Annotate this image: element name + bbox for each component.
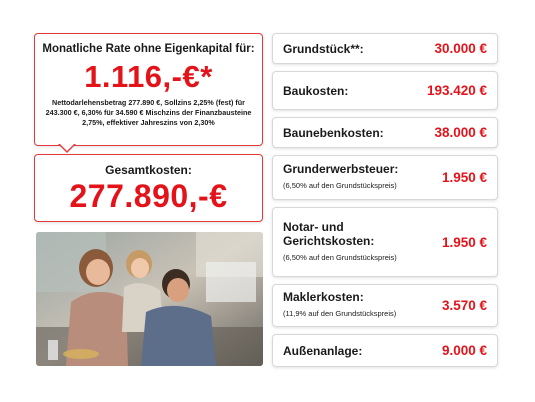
total-cost-title: Gesamtkosten: — [105, 163, 192, 177]
cost-value: 30.000 € — [434, 41, 487, 56]
cost-value: 38.000 € — [434, 125, 487, 140]
monthly-rate-amount: 1.116,-€* — [84, 59, 213, 94]
cost-label-group: Grunderwerbsteuer: (6,50% auf den Grunds… — [283, 162, 398, 193]
cost-value: 9.000 € — [441, 343, 487, 358]
cost-label: Baukosten: — [283, 83, 349, 98]
cost-row-baunebenkosten: Baunebenkosten: 38.000 € — [272, 117, 498, 148]
cost-value: 193.420 € — [426, 83, 487, 98]
cost-label: Notar- und Gerichtskosten: — [283, 219, 375, 248]
cost-value: 3.570 € — [441, 298, 487, 313]
cost-row-notar: Notar- und Gerichtskosten: (6,50% auf de… — [272, 207, 498, 277]
cost-label: Maklerkosten: — [283, 290, 364, 304]
family-photo — [36, 232, 263, 366]
cost-label: Außenanlage: — [283, 343, 363, 358]
cost-row-baukosten: Baukosten: 193.420 € — [272, 71, 498, 110]
family-photo-image — [36, 232, 263, 366]
cost-label-group: Maklerkosten: (11,9% auf den Grundstücks… — [283, 290, 396, 321]
total-cost-amount: 277.890,-€ — [69, 178, 228, 214]
cost-sublabel: (11,9% auf den Grundstückspreis) — [283, 309, 397, 318]
cost-row-maklerkosten: Maklerkosten: (11,9% auf den Grundstücks… — [272, 284, 498, 327]
cost-label-group: Notar- und Gerichtskosten: (6,50% auf de… — [283, 220, 403, 265]
cost-row-aussenanlage: Außenanlage: 9.000 € — [272, 334, 498, 367]
total-cost-card: Gesamtkosten: 277.890,-€ — [34, 154, 263, 222]
cost-row-grunderwerbsteuer: Grunderwerbsteuer: (6,50% auf den Grunds… — [272, 155, 498, 200]
cost-label: Grunderwerbsteuer: — [283, 162, 399, 176]
cost-label: Grundstück**: — [283, 41, 364, 56]
monthly-rate-card: Monatliche Rate ohne Eigenkapital für: 1… — [34, 33, 263, 146]
speech-pointer-inner — [60, 144, 74, 151]
monthly-rate-title: Monatliche Rate ohne Eigenkapital für: — [42, 43, 255, 55]
cost-value: 1.950 € — [441, 234, 487, 250]
cost-sublabel: (6,50% auf den Grundstückspreis) — [283, 181, 397, 190]
cost-sublabel: (6,50% auf den Grundstückspreis) — [283, 252, 397, 262]
financing-note: Nettodarlehensbetrag 277.890 €, Sollzins… — [45, 98, 252, 127]
cost-value: 1.950 € — [441, 170, 487, 185]
cost-label: Baunebenkosten: — [283, 125, 384, 140]
cost-row-grundstueck: Grundstück**: 30.000 € — [272, 33, 498, 64]
